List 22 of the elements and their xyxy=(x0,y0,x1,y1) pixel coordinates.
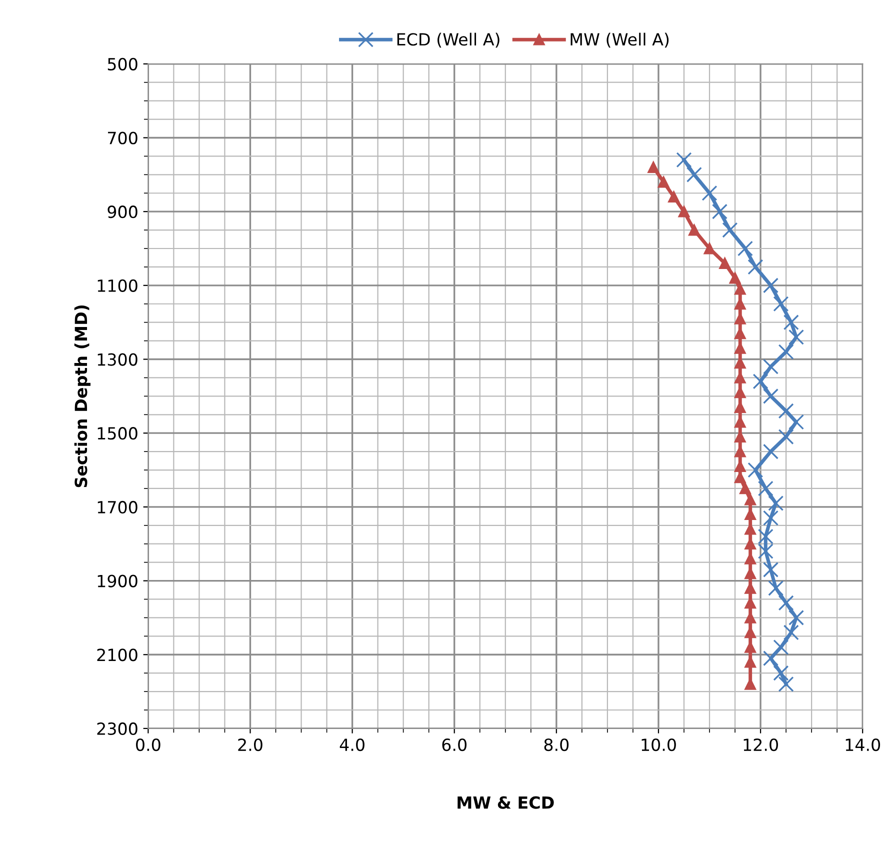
legend-label: ECD (Well A) xyxy=(397,32,500,48)
x-tick-label: 8.0 xyxy=(544,738,569,752)
x-tick-label: 14.0 xyxy=(846,738,880,752)
x-axis-title: MW & ECD xyxy=(458,796,554,809)
x-tick-label: 10.0 xyxy=(642,738,676,752)
x-tick-label: 0.0 xyxy=(136,738,160,752)
legend-label: MW (Well A) xyxy=(570,32,669,48)
y-tick-label: 500 xyxy=(108,58,138,70)
y-axis-title: Section Depth (MD) xyxy=(74,305,90,488)
y-tick-label: 1500 xyxy=(98,427,138,440)
y-tick-label: 2300 xyxy=(97,722,138,736)
x-tick-label: 2.0 xyxy=(238,738,262,752)
x-tick-label: 4.0 xyxy=(340,738,364,752)
y-tick-label: 1900 xyxy=(98,574,138,588)
x-tick-label: 12.0 xyxy=(744,738,778,752)
y-tick-label: 1300 xyxy=(98,353,138,366)
x-tick-label: 6.0 xyxy=(442,738,467,752)
y-tick-label: 900 xyxy=(108,206,138,218)
y-tick-label: 1100 xyxy=(98,279,138,292)
y-tick-label: 2100 xyxy=(97,648,138,662)
y-tick-label: 1700 xyxy=(98,500,138,514)
y-tick-label: 700 xyxy=(108,132,138,144)
